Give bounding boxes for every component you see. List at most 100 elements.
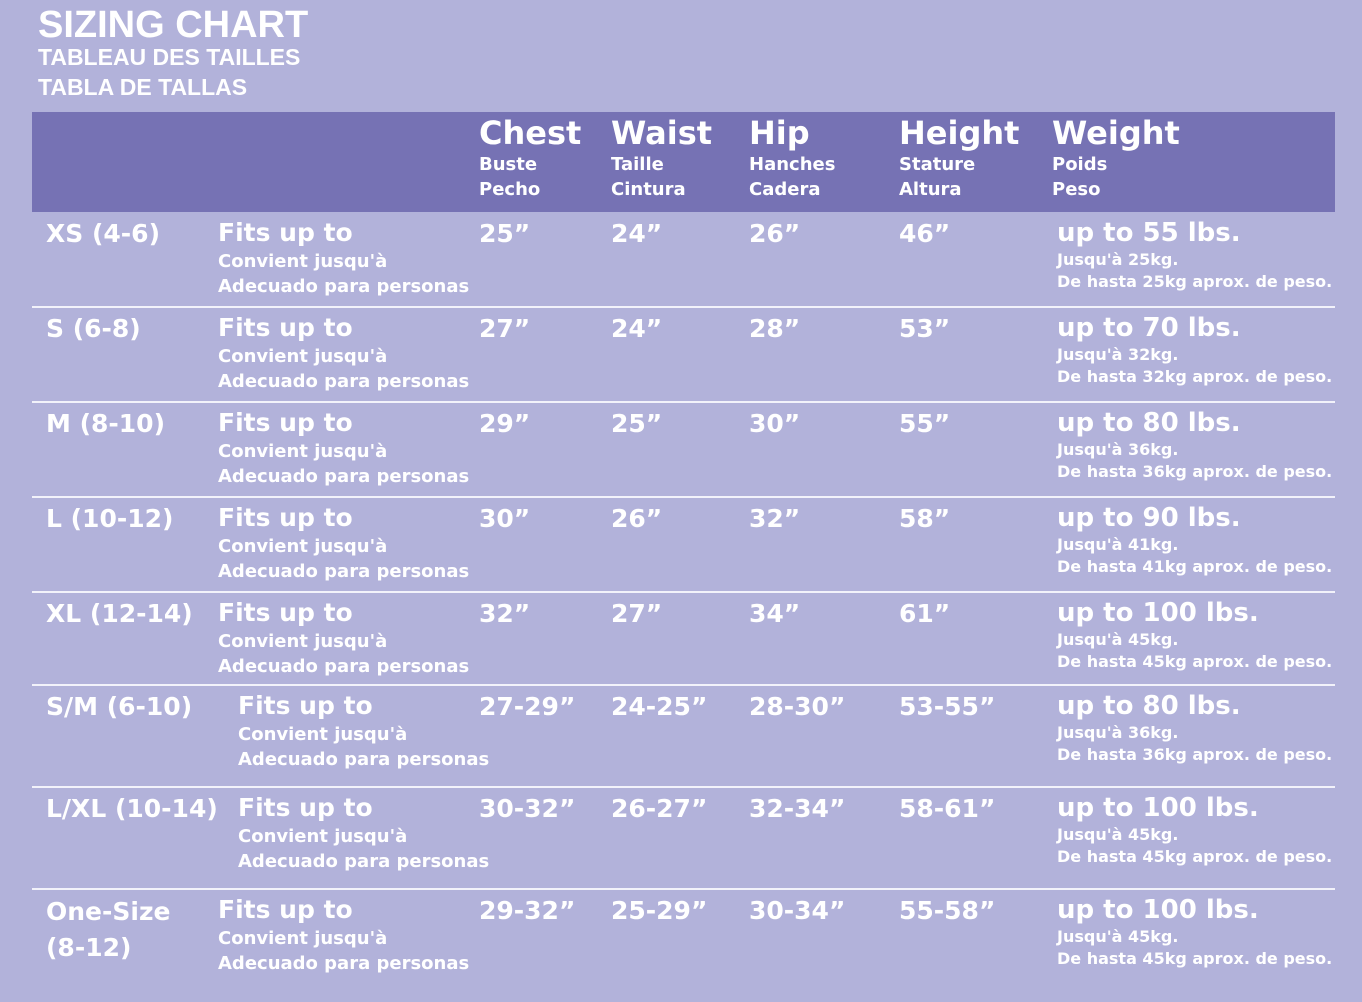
weight-en: up to 80 lbs. bbox=[1057, 408, 1241, 438]
fits-es: Adecuado para personas bbox=[218, 466, 470, 487]
weight-es: De hasta 41kg aprox. de peso. bbox=[1057, 557, 1333, 576]
fits-fr: Convient jusqu'à bbox=[218, 441, 388, 462]
table-row: XL (12-14) Fits up to Convient jusqu'à Adec… bbox=[32, 593, 1335, 686]
chest-value: 30-32” bbox=[479, 794, 576, 823]
chest-value: 25” bbox=[479, 219, 531, 248]
height-value: 61” bbox=[899, 599, 951, 628]
fits-text: Fits up to Convient jusqu'à Adecuado para … bbox=[218, 502, 469, 584]
hip-value: 30” bbox=[749, 409, 801, 438]
fits-en: Fits up to bbox=[218, 598, 353, 627]
waist-value: 24-25” bbox=[611, 692, 708, 721]
weight-es: De hasta 45kg aprox. de peso. bbox=[1057, 652, 1333, 671]
waist-value: 24” bbox=[611, 314, 663, 343]
weight-fr: Jusqu'à 45kg. bbox=[1057, 630, 1179, 649]
fits-fr: Convient jusqu'à bbox=[218, 536, 388, 557]
fits-fr: Convient jusqu'à bbox=[238, 724, 408, 745]
column-header-es: Peso bbox=[1052, 179, 1101, 200]
table-row: L (10-12) Fits up to Convient jusqu'à Adecu… bbox=[32, 498, 1335, 593]
column-header-en: Hip bbox=[749, 114, 810, 152]
fits-fr: Convient jusqu'à bbox=[218, 928, 388, 949]
size-label: L/XL (10-14) bbox=[46, 794, 218, 823]
hip-value: 28-30” bbox=[749, 692, 846, 721]
height-value: 55” bbox=[899, 409, 951, 438]
chest-value: 29” bbox=[479, 409, 531, 438]
table-row: L/XL (10-14) Fits up to Convient jusqu'à Ad… bbox=[32, 788, 1335, 890]
weight-en: up to 90 lbs. bbox=[1057, 503, 1241, 533]
hip-value: 28” bbox=[749, 314, 801, 343]
fits-es: Adecuado para personas bbox=[218, 953, 470, 974]
column-header-fr: Buste bbox=[479, 154, 538, 175]
weight-en: up to 100 lbs. bbox=[1057, 895, 1259, 925]
weight-fr: Jusqu'à 45kg. bbox=[1057, 825, 1179, 844]
fits-fr: Convient jusqu'à bbox=[218, 631, 388, 652]
subtitle-es: TABLA DE TALLAS bbox=[38, 74, 248, 100]
weight-en: up to 70 lbs. bbox=[1057, 313, 1241, 343]
waist-value: 27” bbox=[611, 599, 663, 628]
weight-es: De hasta 36kg aprox. de peso. bbox=[1057, 462, 1333, 481]
weight-fr: Jusqu'à 25kg. bbox=[1057, 250, 1179, 269]
column-header-chest: Chest Buste Pecho bbox=[479, 114, 581, 202]
column-header-waist: Waist Taille Cintura bbox=[611, 114, 712, 202]
fits-text: Fits up to Convient jusqu'à Adecuado para … bbox=[218, 217, 469, 299]
hip-value: 34” bbox=[749, 599, 801, 628]
weight-value: up to 100 lbs. Jusqu'à 45kg. De hasta 45kg… bbox=[1057, 597, 1332, 673]
column-header-en: Waist bbox=[611, 114, 713, 152]
table-row: One-Size (8-12) Fits up to Convient jusqu'… bbox=[32, 890, 1335, 998]
size-label: One-Size (8-12) bbox=[46, 897, 171, 962]
weight-value: up to 80 lbs. Jusqu'à 36kg. De hasta 36kg … bbox=[1057, 690, 1332, 766]
fits-fr: Convient jusqu'à bbox=[218, 346, 388, 367]
fits-text: Fits up to Convient jusqu'à Adecuado para … bbox=[218, 894, 469, 976]
fits-es: Adecuado para personas bbox=[218, 656, 470, 677]
column-header-fr: Taille bbox=[611, 154, 664, 175]
table-row: S (6-8) Fits up to Convient jusqu'à Adecuad… bbox=[32, 308, 1335, 403]
fits-es: Adecuado para personas bbox=[238, 749, 490, 770]
weight-en: up to 100 lbs. bbox=[1057, 598, 1259, 628]
fits-es: Adecuado para personas bbox=[218, 561, 470, 582]
fits-en: Fits up to bbox=[218, 895, 353, 924]
fits-en: Fits up to bbox=[218, 503, 353, 532]
weight-value: up to 90 lbs. Jusqu'à 41kg. De hasta 41kg … bbox=[1057, 502, 1332, 578]
fits-text: Fits up to Convient jusqu'à Adecuado para … bbox=[218, 312, 469, 394]
weight-value: up to 80 lbs. Jusqu'à 36kg. De hasta 36kg … bbox=[1057, 407, 1332, 483]
table-row: XS (4-6) Fits up to Convient jusqu'à Adecua… bbox=[32, 213, 1335, 308]
fits-fr: Convient jusqu'à bbox=[238, 826, 408, 847]
weight-fr: Jusqu'à 32kg. bbox=[1057, 345, 1179, 364]
hip-value: 26” bbox=[749, 219, 801, 248]
fits-fr: Convient jusqu'à bbox=[218, 251, 388, 272]
weight-en: up to 100 lbs. bbox=[1057, 793, 1259, 823]
waist-value: 24” bbox=[611, 219, 663, 248]
weight-value: up to 100 lbs. Jusqu'à 45kg. De hasta 45kg… bbox=[1057, 894, 1332, 970]
weight-fr: Jusqu'à 36kg. bbox=[1057, 440, 1179, 459]
fits-text: Fits up to Convient jusqu'à Adecuado para … bbox=[238, 792, 489, 874]
waist-value: 26” bbox=[611, 504, 663, 533]
table-header: Chest Buste Pecho Waist Taille Cintura Hip Hanc… bbox=[32, 112, 1335, 212]
column-header-es: Cintura bbox=[611, 179, 686, 200]
fits-es: Adecuado para personas bbox=[218, 371, 470, 392]
weight-value: up to 70 lbs. Jusqu'à 32kg. De hasta 32kg … bbox=[1057, 312, 1332, 388]
size-label: XS (4-6) bbox=[46, 219, 161, 248]
weight-value: up to 100 lbs. Jusqu'à 45kg. De hasta 45kg… bbox=[1057, 792, 1332, 868]
fits-es: Adecuado para personas bbox=[238, 851, 490, 872]
subtitle-fr: TABLEAU DES TAILLES bbox=[38, 44, 301, 70]
chest-value: 29-32” bbox=[479, 896, 576, 925]
height-value: 46” bbox=[899, 219, 951, 248]
fits-text: Fits up to Convient jusqu'à Adecuado para … bbox=[218, 407, 469, 489]
fits-en: Fits up to bbox=[218, 408, 353, 437]
size-label: L (10-12) bbox=[46, 504, 174, 533]
column-header-es: Pecho bbox=[479, 179, 541, 200]
fits-en: Fits up to bbox=[218, 313, 353, 342]
fits-text: Fits up to Convient jusqu'à Adecuado para … bbox=[238, 690, 489, 772]
column-header-weight: Weight Poids Peso bbox=[1052, 114, 1180, 202]
fits-text: Fits up to Convient jusqu'à Adecuado para … bbox=[218, 597, 469, 679]
weight-value: up to 55 lbs. Jusqu'à 25kg. De hasta 25kg … bbox=[1057, 217, 1332, 293]
fits-en: Fits up to bbox=[238, 793, 373, 822]
table-row: S/M (6-10) Fits up to Convient jusqu'à Adec… bbox=[32, 686, 1335, 788]
waist-value: 25” bbox=[611, 409, 663, 438]
weight-es: De hasta 25kg aprox. de peso. bbox=[1057, 272, 1333, 291]
chest-value: 27-29” bbox=[479, 692, 576, 721]
weight-fr: Jusqu'à 41kg. bbox=[1057, 535, 1179, 554]
column-header-es: Altura bbox=[899, 179, 962, 200]
weight-es: De hasta 36kg aprox. de peso. bbox=[1057, 745, 1333, 764]
fits-es: Adecuado para personas bbox=[218, 276, 470, 297]
fits-en: Fits up to bbox=[218, 218, 353, 247]
